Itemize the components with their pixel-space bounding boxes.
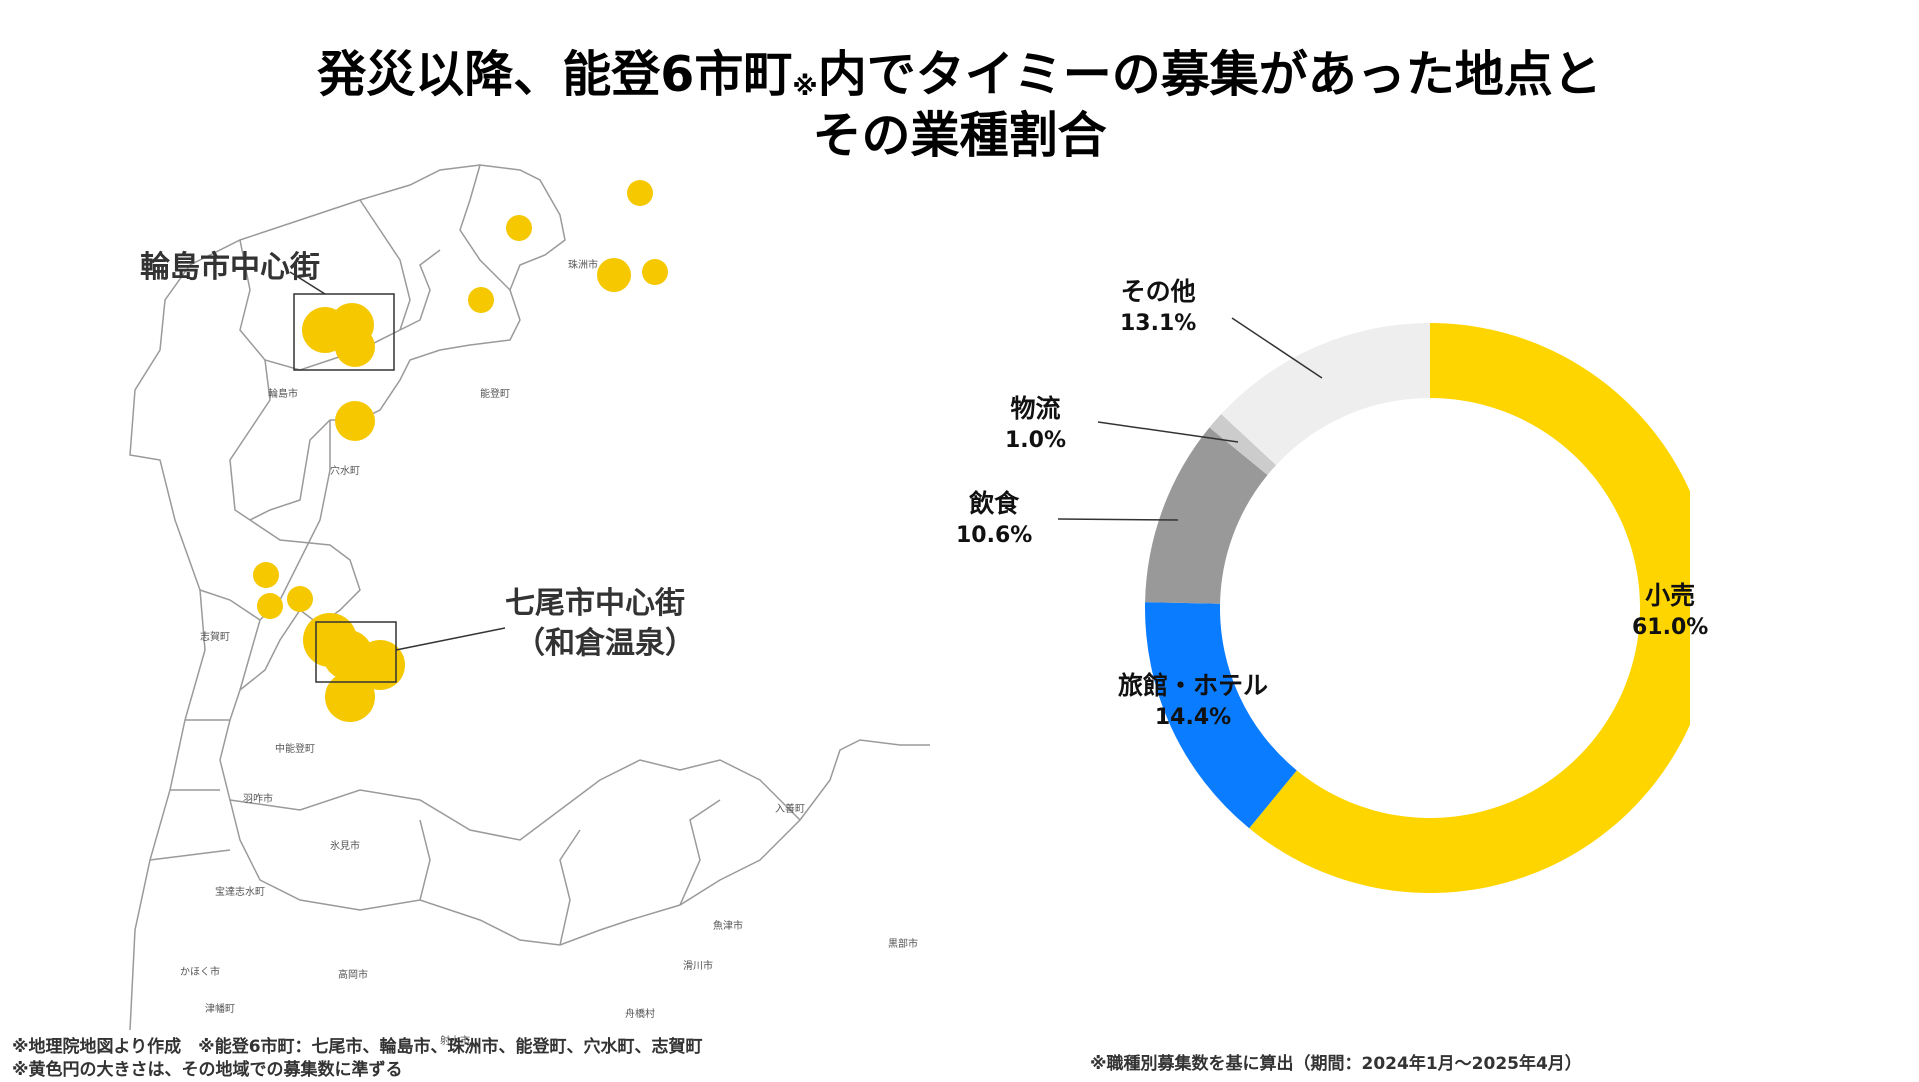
page-subtitle: その業種割合 — [812, 107, 1107, 164]
town-label: 輪島市 — [268, 389, 298, 400]
town-label: 能登町 — [480, 389, 510, 400]
donut-slice-logistics — [1209, 414, 1277, 476]
nanao-center-box — [315, 621, 397, 683]
town-label: 高岡市 — [338, 970, 368, 981]
bubble-noto-1 — [468, 287, 494, 313]
label-nanao-center: 七尾市中心街 — [505, 586, 685, 621]
footnote-source: ※地理院地図より作成 ※能登6市町：七尾市、輪島市、珠洲市、能登町、穴水町、志賀… — [12, 1037, 703, 1057]
town-label: 滑川市 — [683, 961, 713, 972]
wajima-center-box — [293, 293, 395, 371]
page-title: 発災以降、能登6市町※内でタイミーの募集があった地点と — [0, 45, 1919, 117]
town-label: かほく市 — [180, 967, 220, 978]
donut-slice-retail — [1249, 323, 1690, 893]
bubble-nanao-4 — [325, 672, 375, 722]
footnote-period: ※職種別募集数を基に算出（期間：2024年1月〜2025年4月） — [1090, 1054, 1582, 1074]
town-label: 氷見市 — [330, 841, 360, 852]
donut-slice-hotel — [1145, 602, 1297, 829]
town-label: 穴水町 — [330, 466, 360, 477]
bubble-suzu-3 — [597, 258, 631, 292]
donut-slices — [1145, 323, 1690, 893]
label-hotel-pct: 14.4% — [1154, 705, 1232, 730]
industry-donut-chart — [1145, 323, 1690, 893]
bubble-suzu-2 — [506, 215, 532, 241]
town-label: 舟橋村 — [625, 1009, 655, 1020]
label-logistics-pct: 1.0% — [1005, 428, 1067, 453]
label-other: その他 13.1% — [1120, 276, 1196, 340]
bubble-wajima-3 — [335, 327, 375, 367]
label-wajima-center: 輪島市中心街 — [140, 250, 320, 285]
label-food: 飲食 10.6% — [956, 488, 1032, 552]
town-label: 中能登町 — [275, 744, 315, 755]
bubble-shika-2 — [257, 593, 283, 619]
town-label: 黒部市 — [888, 939, 918, 950]
town-label: 羽咋市 — [243, 794, 273, 805]
label-other-name: その他 — [1120, 277, 1196, 306]
bubble-anamizu-1 — [335, 401, 375, 441]
label-logistics-name: 物流 — [1010, 394, 1061, 423]
bubble-shika-1 — [253, 562, 279, 588]
bubble-nanao-3 — [355, 640, 405, 690]
leader-logistics — [1097, 421, 1239, 443]
donut-slice-food — [1145, 427, 1268, 604]
town-label: 珠洲市 — [568, 260, 598, 271]
leader-other — [1231, 317, 1323, 379]
bubble-suzu-4 — [642, 259, 668, 285]
label-food-name: 飲食 — [969, 489, 1020, 518]
town-label: 入善町 — [775, 804, 805, 815]
label-retail: 小売 61.0% — [1632, 580, 1708, 644]
bubble-shika-3 — [287, 586, 313, 612]
label-wakura-onsen: （和倉温泉） — [515, 626, 695, 661]
label-retail-name: 小売 — [1645, 581, 1696, 610]
label-retail-pct: 61.0% — [1632, 615, 1709, 640]
title-footnote-mark: ※ — [792, 72, 818, 102]
town-label: 津幡町 — [205, 1004, 235, 1015]
label-logistics: 物流 1.0% — [1005, 393, 1066, 457]
noto-map — [129, 164, 930, 1030]
town-label: 射水市 — [440, 1036, 470, 1047]
town-label: 志賀町 — [200, 632, 230, 643]
label-food-pct: 10.6% — [956, 523, 1033, 548]
donut-slice-other — [1221, 323, 1430, 466]
town-label: 魚津市 — [713, 921, 743, 932]
title-line1: 発災以降、能登6市町 — [317, 46, 793, 103]
label-hotel-name: 旅館・ホテル — [1118, 671, 1269, 700]
label-other-pct: 13.1% — [1120, 311, 1197, 336]
leader-food — [1057, 518, 1179, 521]
footnote-bubble-size: ※黄色円の大きさは、その地域での募集数に準ずる — [12, 1060, 403, 1080]
town-label: 宝達志水町 — [215, 887, 265, 898]
label-hotel: 旅館・ホテル 14.4% — [1118, 670, 1268, 734]
bubble-suzu-1 — [627, 180, 653, 206]
recruitment-bubbles — [253, 180, 668, 722]
nanao-leader-line — [395, 627, 506, 651]
wajima-leader-line — [289, 271, 326, 295]
title-line1-rest: 内でタイミーの募集があった地点と — [817, 46, 1602, 103]
